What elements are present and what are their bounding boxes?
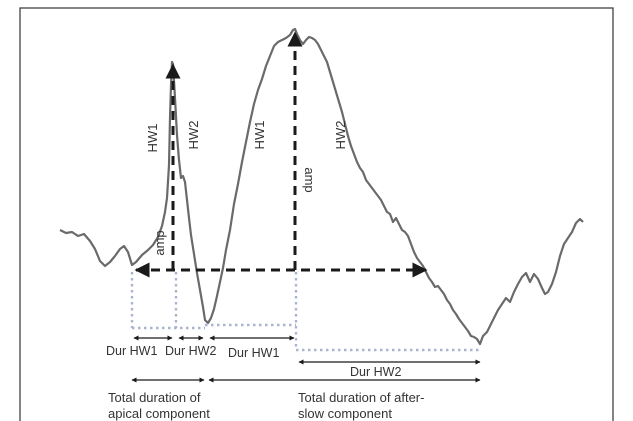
dotted-guides [130,272,482,352]
label-hw2-apical: HW2 [186,121,201,150]
label-amp-slow: amp [302,167,317,192]
caption-total-apical-line2: apical component [108,406,210,421]
label-dur-hw2-slow: Dur HW2 [350,365,401,379]
caption-total-slow-line2: slow component [298,406,392,421]
label-hw2-slow: HW2 [333,121,348,150]
label-hw1-slow: HW1 [252,121,267,150]
label-dur-hw1-slow: Dur HW1 [228,346,279,360]
waveform-trace [59,27,584,346]
figure-frame [19,7,614,421]
label-dur-hw1-apical: Dur HW1 [106,344,157,358]
label-dur-hw2-apical: Dur HW2 [165,344,216,358]
duration-arrows [131,335,481,383]
caption-total-apical-line1: Total duration of [108,390,201,405]
amplitude-arrows [134,31,428,278]
label-hw1-apical: HW1 [145,124,160,153]
caption-total-slow-line1: Total duration of after- [298,390,424,405]
label-amp-apical: amp [152,230,167,255]
